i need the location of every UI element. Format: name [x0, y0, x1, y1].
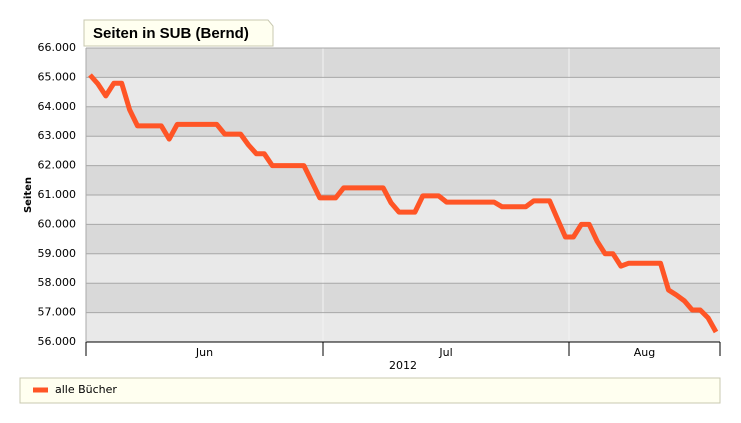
grid-band: [86, 283, 720, 313]
y-tick-label: 61.000: [38, 188, 77, 201]
grid-band: [86, 253, 720, 284]
y-tick-label: 60.000: [38, 217, 77, 230]
x-tick-label: Jul: [438, 346, 452, 359]
y-tick-label: 59.000: [38, 247, 77, 260]
y-tick-label: 65.000: [38, 70, 77, 83]
x-axis-label: 2012: [389, 359, 417, 372]
grid-band: [86, 312, 720, 342]
chart-title: Seiten in SUB (Bernd): [93, 25, 249, 42]
y-axis-label: Seiten: [23, 177, 34, 213]
x-tick-label: Jun: [195, 346, 213, 359]
y-tick-label: 56.000: [38, 335, 77, 348]
y-tick-label: 57.000: [38, 306, 77, 319]
y-tick-label: 66.000: [38, 41, 77, 54]
y-tick-label: 64.000: [38, 100, 77, 113]
grid-band: [86, 224, 720, 254]
y-tick-label: 58.000: [38, 276, 77, 289]
y-tick-label: 63.000: [38, 129, 77, 142]
grid-band: [86, 106, 720, 137]
grid-band: [86, 48, 720, 78]
x-tick-label: Aug: [634, 346, 655, 359]
series-line: [88, 73, 719, 334]
plot-area: 56.000 57.000 58.000 59.000 60.000 61.000 62.0…: [38, 41, 721, 359]
legend-label: alle Bücher: [55, 383, 117, 396]
grid-band: [86, 136, 720, 166]
grid-band: [86, 165, 720, 195]
grid-band: [86, 77, 720, 107]
y-tick-label: 62.000: [38, 159, 77, 172]
title-tab: [83, 19, 274, 47]
legend: [19, 377, 721, 404]
